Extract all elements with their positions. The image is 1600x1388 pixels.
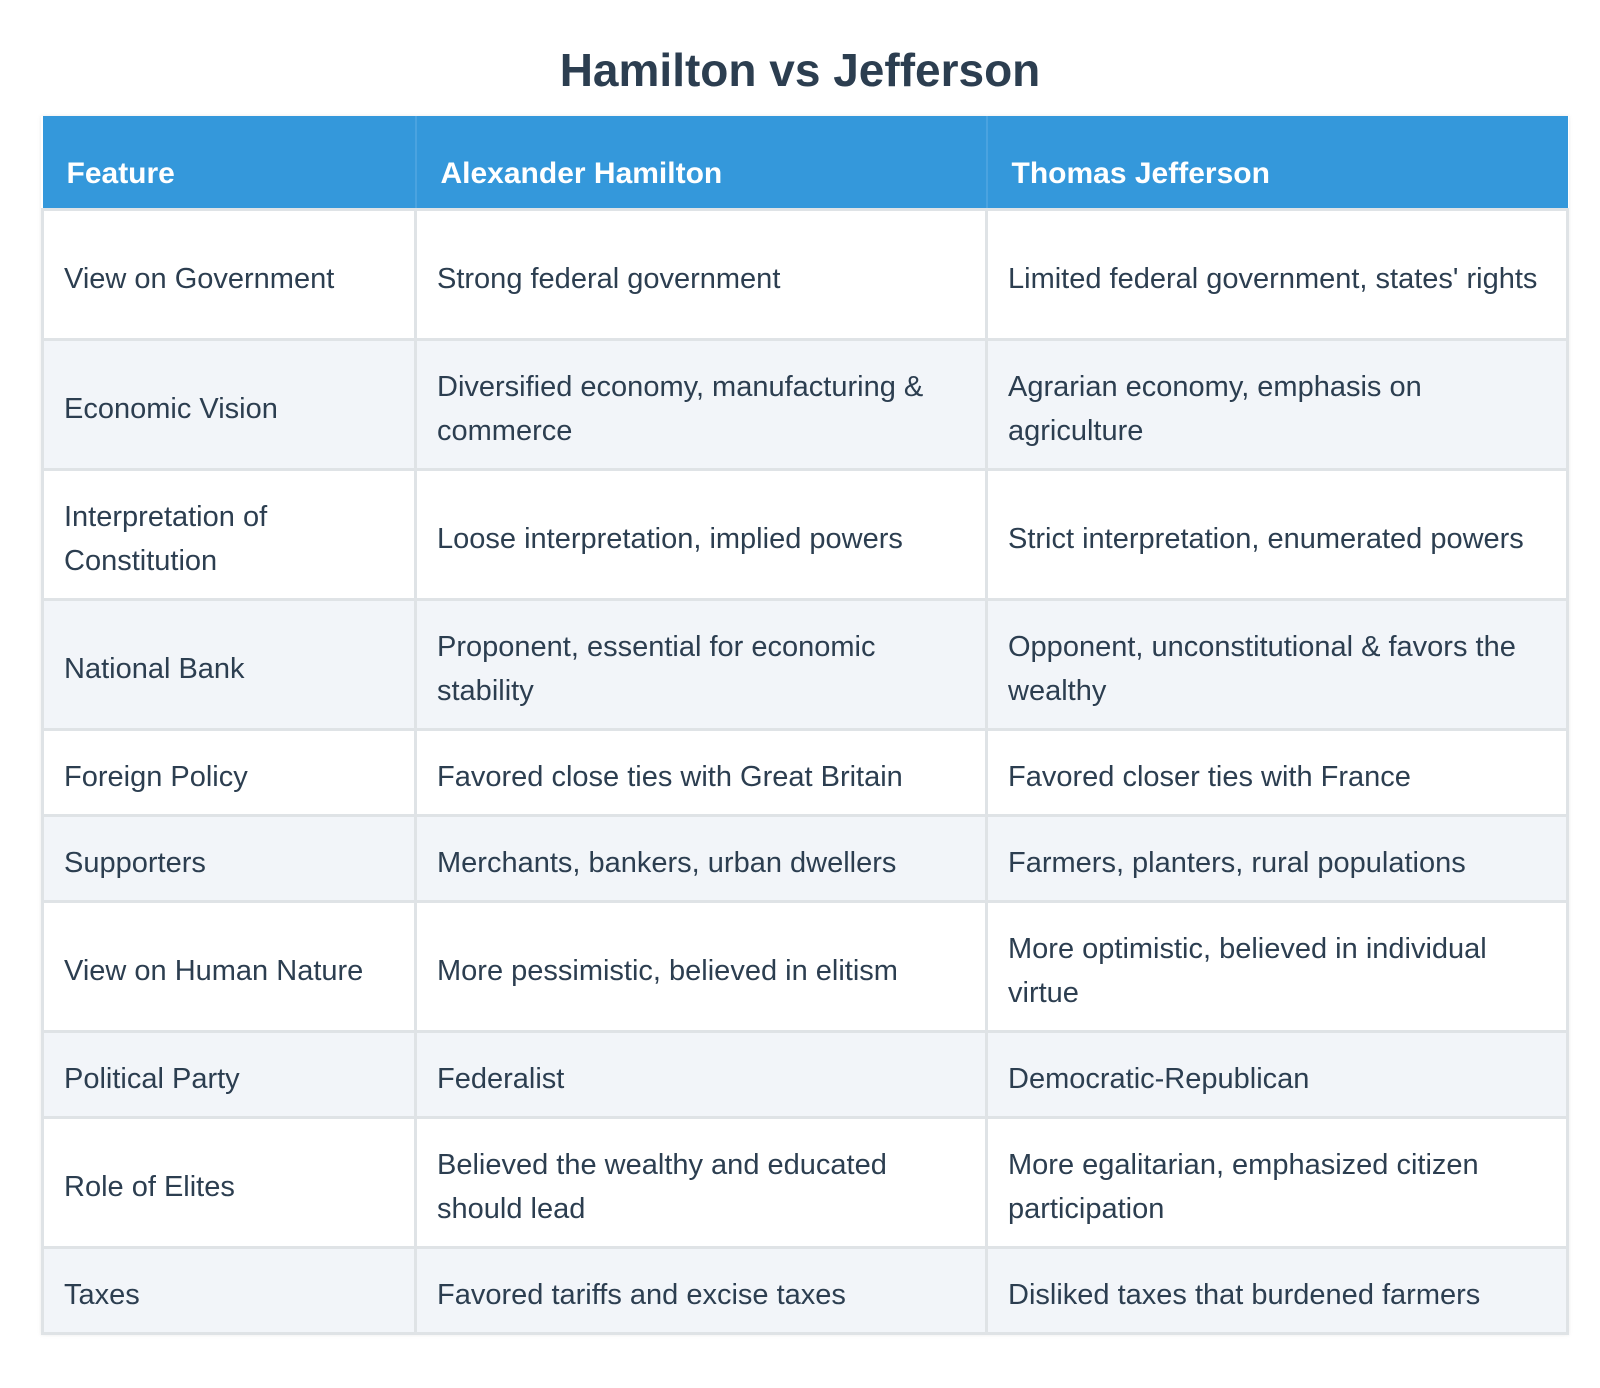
table-body: View on Government Strong federal govern… [41,207,1569,1335]
column-header-jefferson: Thomas Jefferson [986,116,1568,209]
hamilton-cell: More pessimistic, believed in elitism [414,899,988,1033]
jefferson-cell: Farmers, planters, rural populations [985,813,1569,903]
jefferson-cell: Opponent, unconstitutional & favors the … [985,597,1569,731]
hamilton-cell: Federalist [414,1029,988,1119]
table-header: Feature Alexander Hamilton Thomas Jeffer… [42,116,1568,209]
feature-cell: Foreign Policy [41,727,417,817]
jefferson-cell: Strict interpretation, enumerated powers [985,467,1569,601]
hamilton-cell: Loose interpretation, implied powers [414,467,988,601]
table-row: Economic Vision Diversified economy, man… [41,337,1569,471]
feature-cell: Economic Vision [41,337,417,471]
hamilton-cell: Believed the wealthy and educated should… [414,1115,988,1249]
column-header-hamilton: Alexander Hamilton [415,116,988,209]
hamilton-cell: Strong federal government [414,207,988,341]
table-row: Role of Elites Believed the wealthy and … [41,1115,1569,1249]
table-row: Foreign Policy Favored close ties with G… [41,727,1569,817]
hamilton-cell: Proponent, essential for economic stabil… [414,597,988,731]
feature-cell: Taxes [41,1245,417,1335]
table-row: Interpretation of Constitution Loose int… [41,467,1569,601]
jefferson-cell: Democratic-Republican [985,1029,1569,1119]
table-row: Political Party Federalist Democratic-Re… [41,1029,1569,1119]
jefferson-cell: More optimistic, believed in individual … [985,899,1569,1033]
jefferson-cell: Disliked taxes that burdened farmers [985,1245,1569,1335]
table-row: View on Government Strong federal govern… [41,207,1569,341]
table-row: View on Human Nature More pessimistic, b… [41,899,1569,1033]
table-row: Supporters Merchants, bankers, urban dwe… [41,813,1569,903]
feature-cell: Supporters [41,813,417,903]
column-header-feature: Feature [42,116,417,209]
feature-cell: Political Party [41,1029,417,1119]
hamilton-cell: Favored close ties with Great Britain [414,727,988,817]
feature-cell: View on Government [41,207,417,341]
feature-cell: Interpretation of Constitution [41,467,417,601]
feature-cell: National Bank [41,597,417,731]
table-row: National Bank Proponent, essential for e… [41,597,1569,731]
jefferson-cell: Agrarian economy, emphasis on agricultur… [985,337,1569,471]
table-row: Taxes Favored tariffs and excise taxes D… [41,1245,1569,1335]
jefferson-cell: Limited federal government, states' righ… [985,207,1569,341]
feature-cell: Role of Elites [41,1115,417,1249]
feature-cell: View on Human Nature [41,899,417,1033]
comparison-table: Feature Alexander Hamilton Thomas Jeffer… [41,116,1569,1335]
page-title: Hamilton vs Jefferson [559,44,1041,96]
jefferson-cell: Favored closer ties with France [985,727,1569,817]
header-row: Feature Alexander Hamilton Thomas Jeffer… [42,116,1568,209]
jefferson-cell: More egalitarian, emphasized citizen par… [985,1115,1569,1249]
hamilton-cell: Favored tariffs and excise taxes [414,1245,988,1335]
hamilton-cell: Diversified economy, manufacturing & com… [414,337,988,471]
hamilton-cell: Merchants, bankers, urban dwellers [414,813,988,903]
